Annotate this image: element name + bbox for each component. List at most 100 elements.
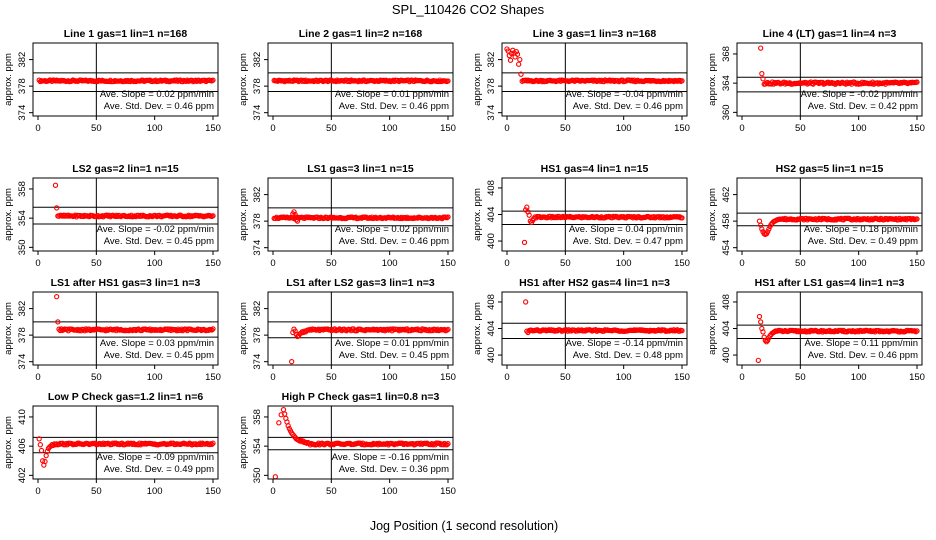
data-point	[755, 357, 761, 364]
y-axis-label: approx. ppm	[3, 188, 14, 241]
data-point	[174, 77, 180, 83]
y-axis-label: approx. ppm	[238, 188, 249, 241]
data-point	[548, 215, 554, 221]
y-tick-label: 350	[252, 467, 263, 483]
data-point	[54, 293, 60, 300]
data-point	[867, 217, 873, 223]
data-point	[54, 205, 60, 211]
panel-title: Line 2 gas=1 lin=2 n=168	[299, 28, 423, 40]
data-point	[574, 328, 580, 334]
data-point	[896, 215, 903, 222]
std-dev-annotation: Ave. Std. Dev. = 0.46 ppm	[339, 101, 449, 112]
panel-title: LS2 gas=2 lin=1 n=15	[72, 163, 179, 175]
plot-frame	[32, 177, 219, 252]
panel-grid: Line 1 gas=1 lin=1 n=168 0 50 100 150 374 378 3…	[3, 28, 925, 497]
data-point	[441, 326, 448, 333]
y-tick-label: 404	[486, 207, 497, 223]
y-tick-label: 364	[721, 75, 732, 91]
data-point	[86, 326, 92, 332]
y-axis-label: approx. ppm	[238, 53, 249, 106]
data-point	[679, 327, 685, 334]
y-tick-label: 402	[17, 467, 28, 483]
data-point	[404, 214, 410, 220]
data-point	[831, 329, 837, 335]
y-tick-label: 374	[17, 354, 28, 370]
data-point	[291, 209, 297, 215]
chart-panel: HS1 after HS2 gas=4 lin=1 n=3 0 50 100 150 40…	[472, 277, 690, 383]
y-axis-label: approx. ppm	[3, 53, 14, 106]
data-point	[854, 80, 861, 86]
y-tick-label: 354	[17, 210, 28, 226]
y-tick-label: 400	[486, 233, 497, 249]
data-point	[762, 337, 768, 344]
std-dev-annotation: Ave. Std. Dev. = 0.46 ppm	[808, 350, 918, 361]
data-point	[517, 56, 523, 63]
x-tick-label: 50	[91, 123, 102, 134]
x-tick-label: 50	[560, 123, 571, 134]
slope-annotation: Ave. Slope = 0.04 ppm/min	[569, 224, 683, 235]
panel-title: Line 1 gas=1 lin=1 n=168	[64, 28, 188, 40]
x-tick-label: 0	[35, 372, 40, 383]
data-point	[43, 452, 49, 459]
data-point	[523, 299, 529, 305]
data-point	[124, 441, 130, 447]
y-tick-label: 378	[486, 78, 497, 94]
chart-panel: Line 3 gas=1 lin=3 n=168 0 50 100 150 374 378 3…	[472, 28, 690, 134]
x-tick-label: 100	[851, 372, 867, 383]
data-point	[444, 442, 450, 448]
y-tick-label: 374	[17, 105, 28, 121]
x-tick-label: 0	[270, 372, 275, 383]
plot-frame	[32, 42, 219, 117]
chart-panel: LS1 after HS1 gas=3 lin=1 n=3 0 50 100 150 37…	[3, 277, 221, 383]
data-point	[679, 78, 685, 84]
x-tick-label: 50	[326, 372, 337, 383]
data-point	[369, 441, 375, 448]
data-point	[210, 326, 216, 332]
y-axis-label: approx. ppm	[707, 53, 718, 106]
data-point	[765, 229, 771, 235]
y-axis-label: approx. ppm	[472, 188, 483, 241]
data-point	[526, 212, 532, 218]
data-point	[77, 327, 83, 333]
slope-annotation: Ave. Slope = 0.02 ppm/min	[335, 224, 449, 235]
x-tick-label: 100	[382, 123, 398, 134]
x-tick-label: 100	[616, 258, 632, 269]
data-point	[440, 442, 446, 448]
data-point	[280, 406, 287, 413]
x-tick-label: 50	[91, 486, 102, 497]
data-point	[677, 77, 683, 84]
x-tick-label: 150	[909, 372, 925, 383]
data-point	[189, 77, 195, 84]
slope-annotation: Ave. Slope = -0.02 ppm/min	[97, 224, 214, 235]
data-point	[445, 326, 451, 332]
data-point	[399, 440, 406, 446]
x-tick-label: 100	[147, 372, 163, 383]
data-point	[914, 79, 920, 85]
data-point	[760, 329, 766, 335]
data-point	[210, 213, 216, 219]
data-point	[527, 218, 533, 224]
x-tick-label: 150	[205, 123, 221, 134]
x-tick-label: 100	[616, 123, 632, 134]
y-tick-label: 408	[486, 294, 497, 310]
data-point	[646, 328, 652, 334]
x-tick-label: 0	[739, 258, 744, 269]
y-tick-label: 374	[486, 105, 497, 121]
x-tick-label: 0	[739, 372, 744, 383]
slope-annotation: Ave. Slope = -0.02 ppm/min	[801, 89, 918, 100]
data-point	[518, 71, 524, 77]
x-tick-label: 150	[909, 258, 925, 269]
x-tick-label: 50	[326, 258, 337, 269]
x-tick-label: 100	[851, 123, 867, 134]
x-tick-label: 0	[270, 486, 275, 497]
data-point	[210, 440, 216, 446]
data-point	[192, 77, 199, 83]
panel-title: LS1 gas=3 lin=1 n=15	[307, 163, 414, 175]
x-tick-label: 50	[795, 372, 806, 383]
data-point	[65, 212, 71, 218]
x-tick-label: 150	[205, 258, 221, 269]
data-point	[763, 339, 770, 345]
x-tick-label: 150	[674, 258, 690, 269]
panel-title: Low P Check gas=1.2 lin=1 n=6	[48, 391, 203, 403]
y-tick-label: 374	[252, 105, 263, 121]
